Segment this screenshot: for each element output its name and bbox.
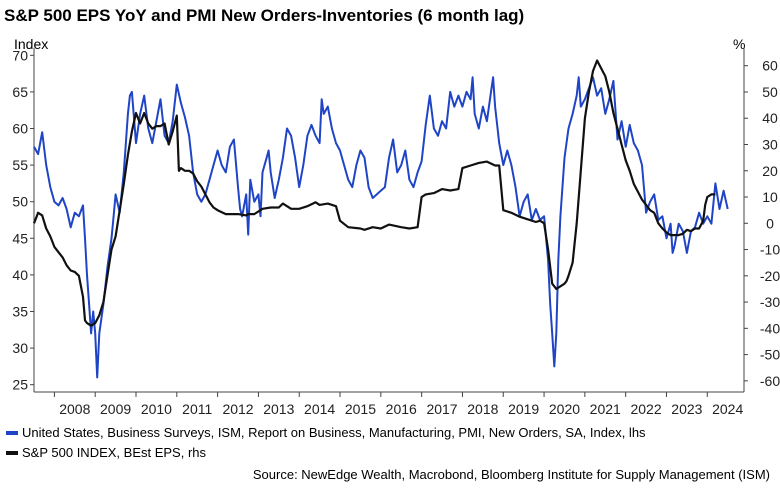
right-axis-label: %: [733, 36, 746, 52]
right-axis-tick-label: -20: [760, 268, 780, 284]
right-axis-tick-label: 50: [762, 84, 778, 100]
right-axis-tick-label: 60: [762, 58, 778, 74]
x-axis-tick-label: 2017: [426, 401, 457, 417]
left-axis-tick-label: 30: [12, 340, 28, 356]
x-axis-tick-label: 2014: [304, 401, 335, 417]
right-axis-tick-label: 40: [762, 110, 778, 126]
legend-swatch-pmi: [6, 430, 18, 435]
series-line-pmi-new-orders: [33, 76, 729, 379]
left-axis-tick-label: 40: [12, 267, 28, 283]
x-axis-tick-label: 2016: [386, 401, 417, 417]
x-axis-tick-label: 2018: [467, 401, 498, 417]
left-axis-label: Index: [14, 36, 49, 52]
right-axis-tick-label: 0: [766, 215, 774, 231]
x-axis-tick-label: 2015: [345, 401, 376, 417]
left-axis-tick-label: 65: [12, 84, 28, 100]
legend-label-pmi: United States, Business Surveys, ISM, Re…: [22, 425, 646, 440]
left-axis-tick-label: 55: [12, 157, 28, 173]
right-axis-tick-label: -30: [760, 294, 780, 310]
right-axis-tick-label: 20: [762, 163, 778, 179]
x-axis-tick-label: 2012: [222, 401, 253, 417]
x-axis-tick-label: 2008: [59, 401, 90, 417]
right-axis-tick-label: -40: [760, 320, 780, 336]
x-axis-tick-label: 2019: [508, 401, 539, 417]
x-axis-tick-label: 2009: [100, 401, 131, 417]
x-axis-tick-label: 2024: [712, 401, 743, 417]
x-axis-tick-label: 2013: [263, 401, 294, 417]
left-axis-tick-label: 45: [12, 230, 28, 246]
right-axis-tick-label: -60: [760, 373, 780, 389]
legend-item-eps: S&P 500 INDEX, BEst EPS, rhs: [6, 445, 206, 460]
left-axis-tick-label: 25: [12, 377, 28, 393]
right-axis-tick-label: -10: [760, 242, 780, 258]
right-axis-tick-label: 30: [762, 137, 778, 153]
x-axis-tick-label: 2022: [630, 401, 661, 417]
x-axis-tick-label: 2011: [182, 401, 212, 417]
source-note: Source: NewEdge Wealth, Macrobond, Bloom…: [252, 467, 770, 482]
right-axis-tick-label: -50: [760, 347, 780, 363]
legend-label-eps: S&P 500 INDEX, BEst EPS, rhs: [22, 445, 207, 460]
legend-item-pmi: United States, Business Surveys, ISM, Re…: [6, 425, 646, 440]
x-axis-tick-label: 2023: [671, 401, 702, 417]
chart-title: S&P 500 EPS YoY and PMI New Orders-Inven…: [4, 6, 525, 25]
x-axis-tick-label: 2010: [141, 401, 172, 417]
left-axis-tick-label: 60: [12, 121, 28, 137]
series-line-sp500-eps: [32, 59, 716, 327]
right-axis-tick-label: 10: [762, 189, 778, 205]
left-axis-tick-label: 70: [12, 47, 28, 63]
x-axis-tick-label: 2021: [590, 401, 621, 417]
x-axis-tick-label: 2020: [549, 401, 580, 417]
legend-swatch-eps: [6, 450, 18, 455]
left-axis-tick-label: 50: [12, 194, 28, 210]
left-axis-tick-label: 35: [12, 303, 28, 319]
